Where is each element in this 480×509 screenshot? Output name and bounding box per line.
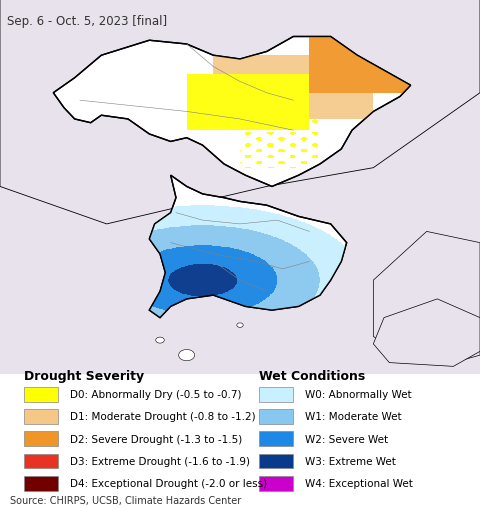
Text: Source: CHIRPS, UCSB, Climate Hazards Center: Source: CHIRPS, UCSB, Climate Hazards Ce…: [10, 495, 241, 505]
FancyBboxPatch shape: [24, 409, 58, 424]
Circle shape: [179, 350, 195, 361]
FancyBboxPatch shape: [259, 432, 293, 446]
Text: W4: Exceptional Wet: W4: Exceptional Wet: [305, 478, 413, 488]
Text: Drought Severity: Drought Severity: [24, 369, 144, 382]
FancyBboxPatch shape: [259, 454, 293, 468]
Circle shape: [237, 323, 243, 328]
Circle shape: [156, 337, 164, 344]
Text: D3: Extreme Drought (-1.6 to -1.9): D3: Extreme Drought (-1.6 to -1.9): [70, 456, 250, 466]
Text: Wet Conditions: Wet Conditions: [259, 369, 365, 382]
Text: W3: Extreme Wet: W3: Extreme Wet: [305, 456, 396, 466]
Polygon shape: [53, 38, 411, 187]
Text: W2: Severe Wet: W2: Severe Wet: [305, 434, 388, 444]
Polygon shape: [373, 232, 480, 363]
Polygon shape: [149, 176, 347, 318]
FancyBboxPatch shape: [24, 454, 58, 468]
Text: D2: Severe Drought (-1.3 to -1.5): D2: Severe Drought (-1.3 to -1.5): [70, 434, 242, 444]
FancyBboxPatch shape: [24, 476, 58, 491]
FancyBboxPatch shape: [259, 387, 293, 402]
FancyBboxPatch shape: [259, 409, 293, 424]
Text: D0: Abnormally Dry (-0.5 to -0.7): D0: Abnormally Dry (-0.5 to -0.7): [70, 389, 241, 400]
FancyBboxPatch shape: [24, 432, 58, 446]
Text: W1: Moderate Wet: W1: Moderate Wet: [305, 412, 401, 421]
Polygon shape: [0, 0, 480, 224]
FancyBboxPatch shape: [259, 476, 293, 491]
Polygon shape: [373, 299, 480, 366]
FancyBboxPatch shape: [24, 387, 58, 402]
Text: D1: Moderate Drought (-0.8 to -1.2): D1: Moderate Drought (-0.8 to -1.2): [70, 412, 255, 421]
Text: Sep. 6 - Oct. 5, 2023 [final]: Sep. 6 - Oct. 5, 2023 [final]: [7, 15, 168, 28]
Text: W0: Abnormally Wet: W0: Abnormally Wet: [305, 389, 411, 400]
Text: D4: Exceptional Drought (-2.0 or less): D4: Exceptional Drought (-2.0 or less): [70, 478, 267, 488]
FancyBboxPatch shape: [0, 374, 480, 509]
